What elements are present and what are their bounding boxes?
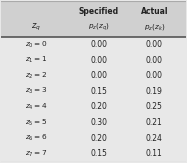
Text: $z_2 = 2$: $z_2 = 2$ <box>25 71 48 81</box>
Text: 0.19: 0.19 <box>146 87 163 96</box>
Text: 0.11: 0.11 <box>146 149 163 158</box>
Text: $z_1 = 1$: $z_1 = 1$ <box>25 55 48 65</box>
Text: $p_z(z_k)$: $p_z(z_k)$ <box>144 22 165 32</box>
Text: 0.20: 0.20 <box>91 102 108 111</box>
Text: Specified: Specified <box>79 7 119 16</box>
Text: 0.00: 0.00 <box>146 71 163 80</box>
Text: 0.24: 0.24 <box>146 134 163 143</box>
Text: 0.20: 0.20 <box>91 134 108 143</box>
Text: 0.21: 0.21 <box>146 118 163 127</box>
Text: $p_z(z_q)$: $p_z(z_q)$ <box>88 22 110 33</box>
Text: 0.00: 0.00 <box>91 56 108 65</box>
Text: $z_q$: $z_q$ <box>31 22 41 33</box>
Text: $z_5 = 5$: $z_5 = 5$ <box>25 118 48 128</box>
Text: 0.00: 0.00 <box>91 40 108 49</box>
Text: 0.00: 0.00 <box>91 71 108 80</box>
Text: 0.00: 0.00 <box>146 56 163 65</box>
Text: $z_0 = 0$: $z_0 = 0$ <box>25 39 48 50</box>
Text: 0.25: 0.25 <box>146 102 163 111</box>
Text: 0.15: 0.15 <box>91 87 108 96</box>
Text: 0.00: 0.00 <box>146 40 163 49</box>
Text: $z_7 = 7$: $z_7 = 7$ <box>25 149 48 159</box>
Text: $z_4 = 4$: $z_4 = 4$ <box>25 102 48 112</box>
Bar <box>1 1 186 37</box>
Text: 0.15: 0.15 <box>91 149 108 158</box>
Text: $z_6 = 6$: $z_6 = 6$ <box>25 133 48 143</box>
Text: Actual: Actual <box>141 7 168 16</box>
Text: 0.30: 0.30 <box>91 118 108 127</box>
Text: $z_3 = 3$: $z_3 = 3$ <box>25 86 48 96</box>
